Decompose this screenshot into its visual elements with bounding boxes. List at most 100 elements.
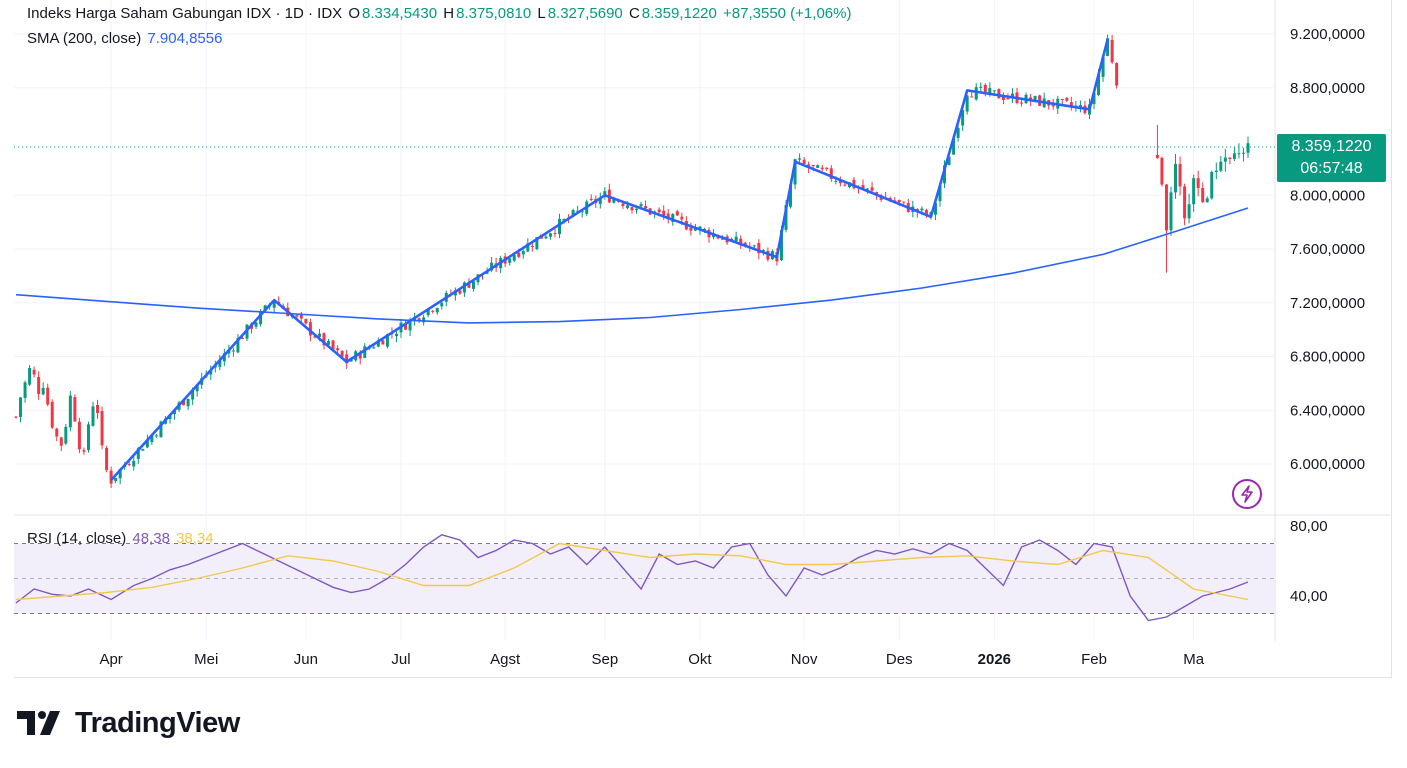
candle-body (598, 197, 602, 205)
time-axis[interactable]: Apr Mei Jun Jul Agst Sep Okt Nov Des 2026 Feb Ma (99, 651, 1204, 668)
candle-body (535, 237, 539, 250)
open-label: O (348, 5, 360, 22)
close-value: 8.359,1220 (641, 5, 717, 22)
candle-body (105, 447, 109, 471)
low-label: L (537, 5, 546, 22)
candle-body (829, 168, 833, 179)
candle-body (50, 401, 54, 428)
time-tick-label: Nov (791, 651, 818, 668)
candle-body (46, 387, 50, 405)
sma-value: 7.904,8556 (147, 30, 223, 47)
main-legend: Indeks Harga Saham Gabungan IDX · 1D · I… (27, 5, 853, 22)
tradingview-brand[interactable]: TradingView (17, 705, 240, 741)
candle-body (1223, 157, 1227, 162)
candle-body (1020, 102, 1024, 104)
price-tick-label: 8.800,0000 (1290, 80, 1365, 97)
candle-body (1051, 103, 1055, 107)
candle-body (317, 333, 321, 337)
candle-body (408, 319, 412, 331)
candle-body (313, 336, 317, 338)
rsi-ma-value: 38,34 (176, 530, 214, 547)
candle-body (1210, 172, 1214, 199)
candle-body (1160, 157, 1164, 185)
candle-body (1065, 97, 1069, 101)
sma-path (15, 207, 1249, 324)
candle-body (992, 90, 996, 92)
candle-body (485, 272, 489, 274)
candle-body (173, 410, 177, 415)
candle-body (299, 314, 303, 319)
price-tick-label: 6.400,0000 (1290, 402, 1365, 419)
symbol-title[interactable]: Indeks Harga Saham Gabungan IDX · 1D · I… (27, 5, 343, 22)
candle-body (55, 428, 59, 437)
candle-body (1033, 95, 1037, 100)
candle-body (789, 184, 793, 207)
candle-body (544, 236, 548, 239)
time-tick-label: Agst (490, 651, 521, 668)
candle-body (394, 333, 398, 337)
candle-body (1069, 102, 1073, 107)
rsi-tick-label: 40,00 (1290, 588, 1328, 605)
candle-body (825, 167, 829, 170)
candle-body (861, 185, 865, 190)
candle-body (440, 302, 444, 307)
candle-body (612, 198, 616, 203)
candle-body (530, 245, 534, 247)
candle-body (875, 192, 879, 195)
candle-body (589, 198, 593, 201)
candle-body (100, 411, 104, 446)
candle-body (77, 421, 81, 450)
price-tick-label: 6.000,0000 (1290, 456, 1365, 473)
sma-label[interactable]: SMA (200, close) (27, 30, 142, 47)
candle-body (331, 340, 335, 350)
grid (14, 0, 1391, 641)
candle-body (508, 258, 512, 263)
candle-body (820, 167, 824, 170)
candle-body (1010, 93, 1014, 98)
high-label: H (443, 5, 455, 22)
candle-body (109, 470, 113, 484)
price-tick-label: 7.200,0000 (1290, 295, 1365, 312)
candle-body (1232, 153, 1236, 159)
candle-body (136, 448, 140, 459)
candle-body (965, 95, 969, 112)
candle-body (1205, 198, 1209, 203)
candle-body (263, 305, 267, 311)
candle-body (553, 232, 557, 234)
price-axis[interactable]: 9.200,0000 8.800,0000 8.000,0000 7.600,0000… (1290, 26, 1365, 605)
candle-body (114, 477, 118, 482)
candle-body (1097, 74, 1101, 95)
candle-body (222, 353, 226, 362)
candle-body (625, 205, 629, 209)
candle-body (675, 211, 679, 216)
candle-body (82, 450, 86, 452)
candle-body (41, 387, 45, 395)
candle-body (64, 426, 68, 444)
candle-body (336, 348, 340, 351)
candle-body (404, 323, 408, 330)
candle-body (218, 360, 222, 367)
candle-body (866, 188, 870, 190)
lightning-button[interactable] (1232, 479, 1262, 509)
candle-body (621, 203, 625, 207)
candle-body (150, 435, 154, 443)
candle-body (521, 251, 525, 255)
candle-body (1178, 164, 1182, 187)
candle-body (1110, 39, 1114, 63)
candle-body (182, 400, 186, 406)
time-tick-label: Ma (1183, 651, 1204, 668)
candle-body (517, 252, 521, 257)
candle-body (1174, 164, 1178, 193)
candle-body (1219, 161, 1223, 171)
high-value: 8.375,0810 (456, 5, 532, 22)
candle-body (490, 262, 494, 271)
rsi-label[interactable]: RSI (14, close) (27, 530, 127, 547)
candle-body (462, 282, 466, 293)
candle-body (159, 421, 163, 438)
chart-canvas[interactable]: 9.200,0000 8.800,0000 8.000,0000 7.600,0000… (0, 0, 1407, 680)
candle-body (1155, 154, 1159, 158)
candle-body (240, 338, 244, 340)
time-tick-label: Sep (591, 651, 618, 668)
candle-body (1006, 97, 1010, 99)
candle-body (308, 322, 312, 336)
